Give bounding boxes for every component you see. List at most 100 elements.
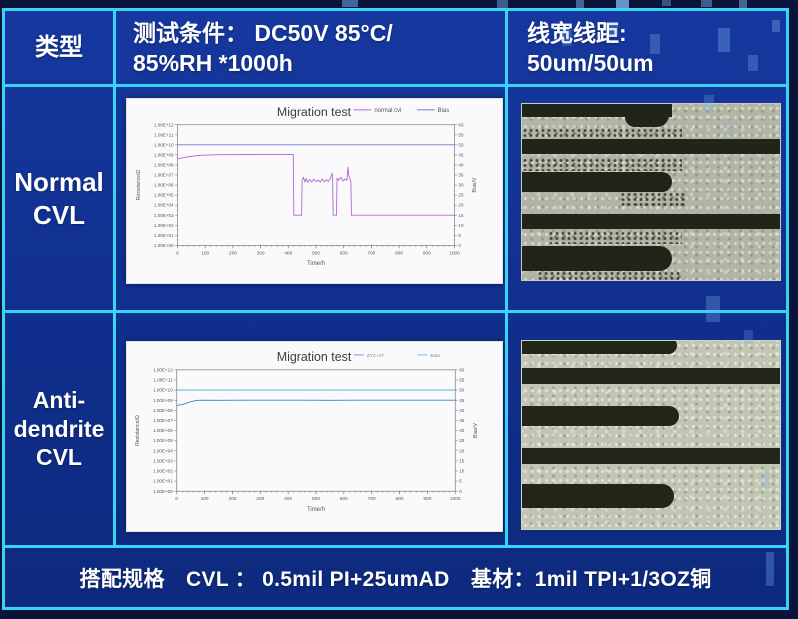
svg-text:1.00E+10: 1.00E+10 (154, 142, 174, 147)
svg-text:100: 100 (201, 496, 209, 502)
svg-text:1.00E+10: 1.00E+10 (153, 388, 173, 393)
decor-pixel (726, 122, 734, 134)
svg-text:0: 0 (175, 496, 178, 502)
header-line-width: 线宽线距: 50um/50um (527, 20, 654, 76)
decor-pixel (701, 0, 712, 7)
svg-text:1.00E+08: 1.00E+08 (153, 408, 173, 413)
comparison-table: 类型 测试条件： DC50V 85°C/ 85%RH *1000h 线宽线距: … (2, 8, 789, 610)
cell-photo-normal (511, 87, 786, 310)
svg-text:100: 100 (201, 250, 209, 256)
microscope-image-anti-dendrite-cvl (521, 340, 781, 530)
svg-text:600: 600 (340, 496, 348, 502)
copper-trace (522, 484, 675, 508)
svg-text:15: 15 (459, 458, 465, 463)
svg-text:1000: 1000 (450, 496, 461, 502)
svg-text:1.00E+06: 1.00E+06 (153, 428, 173, 433)
svg-text:Migration test: Migration test (277, 350, 352, 364)
svg-text:1.00E+04: 1.00E+04 (153, 448, 173, 453)
spec-footer: 搭配规格 CVL ： 0.5mil PI+25umAD 基材：1mil TPI+… (79, 567, 712, 591)
svg-text:50: 50 (458, 142, 464, 147)
decor-pixel (576, 0, 584, 12)
svg-text:Migration test: Migration test (277, 105, 352, 119)
decor-pixel (609, 22, 618, 36)
svg-text:25: 25 (459, 438, 465, 443)
dendrite-speckles (620, 192, 688, 208)
copper-trace (522, 448, 780, 464)
svg-text:30: 30 (459, 428, 465, 433)
decor-pixel (562, 30, 572, 46)
svg-text:5: 5 (459, 479, 462, 484)
decor-pixel (662, 0, 671, 6)
svg-text:1.00E+04: 1.00E+04 (154, 203, 174, 208)
svg-text:1.00E+05: 1.00E+05 (154, 193, 174, 198)
svg-text:0: 0 (459, 489, 462, 494)
svg-text:300: 300 (256, 496, 264, 502)
svg-text:Resistance/Ω: Resistance/Ω (136, 170, 142, 201)
dendrite-speckles (547, 231, 682, 244)
svg-text:900: 900 (423, 496, 431, 502)
svg-text:400: 400 (284, 496, 292, 502)
dendrite-speckles (522, 158, 682, 171)
svg-text:600: 600 (340, 250, 348, 256)
svg-text:Resistance/Ω: Resistance/Ω (135, 415, 141, 446)
svg-text:1.00E+03: 1.00E+03 (153, 458, 173, 463)
svg-text:1.00E+09: 1.00E+09 (154, 152, 174, 157)
svg-text:900: 900 (423, 250, 431, 256)
svg-text:1.00E+00: 1.00E+00 (153, 489, 173, 494)
copper-trace (522, 341, 677, 354)
svg-text:1.00E+06: 1.00E+06 (154, 183, 174, 188)
decor-pixel (704, 95, 714, 113)
svg-text:400: 400 (284, 250, 292, 256)
header-type: 类型 (35, 33, 83, 61)
svg-text:1.00E+07: 1.00E+07 (154, 173, 174, 178)
table-divider (5, 310, 786, 313)
row-label-normal-cvl: Normal CVL (14, 167, 104, 230)
svg-text:500: 500 (312, 496, 320, 502)
migration-chart-anti-dendrite-cvl: Migration test ZYC-47 Bias 1.00E+12 1.00E+11… (126, 341, 503, 532)
copper-trace (522, 406, 680, 426)
svg-text:300: 300 (257, 250, 265, 256)
svg-text:700: 700 (368, 496, 376, 502)
svg-text:5: 5 (458, 233, 461, 238)
svg-text:60: 60 (459, 367, 465, 372)
svg-text:1.00E+09: 1.00E+09 (153, 398, 173, 403)
svg-text:Bias/V: Bias/V (473, 423, 479, 438)
dendrite-speckles (522, 128, 682, 138)
svg-text:Bias/V: Bias/V (472, 177, 478, 192)
decor-pixel (342, 0, 358, 7)
decor-pixel (739, 0, 747, 11)
decor-pixel (718, 28, 730, 52)
cell-photo-anti-dendrite (511, 313, 786, 545)
microscope-image-normal-cvl (521, 103, 781, 281)
svg-text:200: 200 (228, 496, 236, 502)
svg-text:35: 35 (459, 418, 465, 423)
row-label-anti-dendrite-cvl: Anti- dendrite CVL (13, 386, 105, 471)
svg-text:35: 35 (458, 173, 464, 178)
copper-trace (522, 368, 780, 384)
svg-text:1.00E+01: 1.00E+01 (154, 233, 174, 238)
table-divider (5, 84, 786, 87)
svg-text:1.00E+02: 1.00E+02 (154, 223, 174, 228)
svg-text:60: 60 (458, 122, 464, 127)
svg-text:ZYC-47: ZYC-47 (367, 353, 384, 359)
svg-text:1.00E+00: 1.00E+00 (154, 243, 174, 248)
svg-text:Time/h: Time/h (307, 261, 325, 267)
svg-text:30: 30 (458, 183, 464, 188)
svg-text:40: 40 (458, 163, 464, 168)
svg-text:1.00E+08: 1.00E+08 (154, 163, 174, 168)
svg-text:1.00E+12: 1.00E+12 (154, 122, 174, 127)
svg-text:700: 700 (367, 250, 375, 256)
decor-pixel (744, 330, 753, 344)
svg-text:200: 200 (229, 250, 237, 256)
svg-text:55: 55 (459, 378, 465, 383)
svg-text:0: 0 (458, 243, 461, 248)
copper-trace (522, 139, 780, 154)
svg-text:1.00E+01: 1.00E+01 (153, 479, 173, 484)
svg-text:800: 800 (396, 496, 404, 502)
table-divider (505, 11, 508, 548)
svg-text:1.00E+02: 1.00E+02 (153, 469, 173, 474)
svg-text:55: 55 (458, 132, 464, 137)
svg-text:1.00E+12: 1.00E+12 (153, 367, 173, 372)
svg-text:1.00E+11: 1.00E+11 (154, 132, 174, 137)
svg-text:20: 20 (458, 203, 464, 208)
